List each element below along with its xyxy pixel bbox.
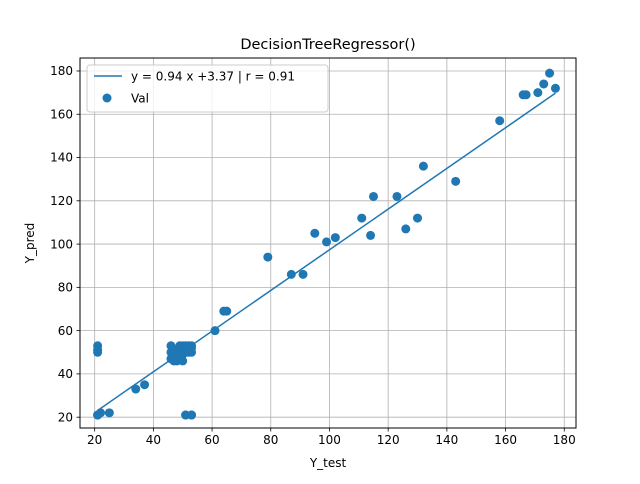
val-point <box>210 326 220 336</box>
val-point <box>401 224 411 234</box>
chart-title: DecisionTreeRegressor() <box>240 37 415 53</box>
val-point <box>322 237 332 247</box>
x-tick-label: 160 <box>494 433 517 447</box>
val-point <box>96 408 106 418</box>
val-point <box>140 380 150 390</box>
x-tick-label: 100 <box>318 433 341 447</box>
val-point <box>451 176 461 186</box>
val-point <box>93 347 103 357</box>
axes-frame <box>79 57 577 429</box>
val-point <box>368 191 378 201</box>
y-tick-label: 180 <box>50 64 73 78</box>
x-tick-label: 120 <box>377 433 400 447</box>
val-point <box>533 88 543 98</box>
legend-label-val: Val <box>131 92 149 106</box>
val-point <box>298 269 308 279</box>
val-point <box>366 230 376 240</box>
x-tick-label: 40 <box>146 433 161 447</box>
legend-label-fit: y = 0.94 x +3.37 | r = 0.91 <box>131 70 295 84</box>
y-axis-label: Y_pred <box>23 223 37 265</box>
x-tick-label: 140 <box>435 433 458 447</box>
legend: y = 0.94 x +3.37 | r = 0.91 Val <box>86 64 329 113</box>
val-point <box>222 306 232 316</box>
val-point <box>187 347 197 357</box>
val-point <box>495 116 505 126</box>
val-point <box>330 233 340 243</box>
legend-marker-swatch <box>102 93 112 103</box>
val-point <box>187 410 197 420</box>
x-axis-label: Y_test <box>309 456 347 470</box>
val-point <box>413 213 423 223</box>
y-tick-label: 20 <box>58 410 73 424</box>
x-tick-label: 60 <box>204 433 219 447</box>
x-tick-label: 180 <box>553 433 576 447</box>
y-tick-label: 60 <box>58 324 73 338</box>
legend-box <box>86 64 329 113</box>
val-point <box>357 213 367 223</box>
val-point <box>392 191 402 201</box>
val-point <box>131 384 141 394</box>
x-tick-label: 20 <box>87 433 102 447</box>
y-tick-label: 100 <box>50 237 73 251</box>
y-tick-label: 120 <box>50 194 73 208</box>
val-point <box>521 90 531 100</box>
val-point <box>539 79 549 89</box>
x-tick-label: 80 <box>263 433 278 447</box>
y-tick-label: 40 <box>58 367 73 381</box>
y-tick-label: 160 <box>50 107 73 121</box>
val-point <box>286 269 296 279</box>
val-point <box>550 83 560 93</box>
ticks: 20 40 60 80 100 120 140 160 180 20 40 60 80 100 120 140… <box>50 64 576 447</box>
y-tick-label: 140 <box>50 151 73 165</box>
val-point <box>545 68 555 78</box>
val-point <box>104 408 114 418</box>
val-point <box>263 252 273 262</box>
val-point <box>178 356 188 366</box>
val-point <box>310 228 320 238</box>
plot-data <box>93 68 560 420</box>
val-point <box>418 161 428 171</box>
y-tick-label: 80 <box>58 281 73 295</box>
